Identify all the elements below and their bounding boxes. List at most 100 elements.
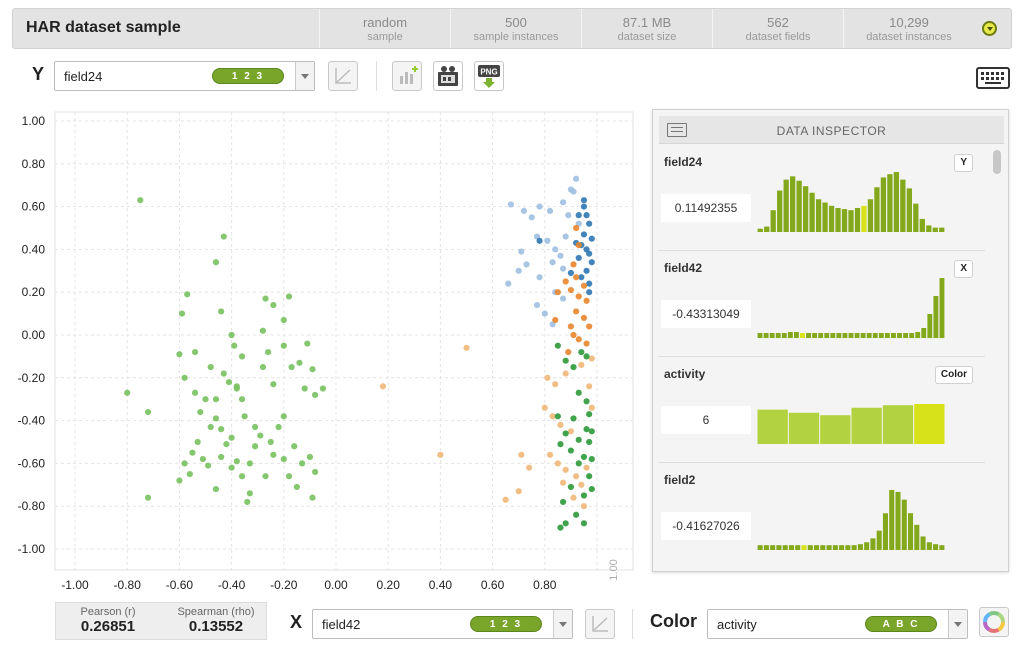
scatter-point[interactable]	[567, 428, 575, 435]
scatter-point[interactable]	[580, 197, 588, 204]
scatter-point[interactable]	[285, 473, 293, 480]
scatter-point[interactable]	[515, 267, 522, 274]
scatter-point[interactable]	[588, 235, 595, 242]
histogram-bar[interactable]	[824, 333, 830, 338]
scatter-point[interactable]	[580, 492, 588, 499]
histogram-bar[interactable]	[800, 333, 805, 338]
histogram-bar[interactable]	[866, 333, 872, 338]
histogram-bar[interactable]	[903, 333, 909, 338]
scatter-point[interactable]	[520, 207, 528, 214]
histogram-bar[interactable]	[841, 209, 848, 232]
png-export-icon[interactable]: PNG	[474, 61, 504, 91]
histogram-bar[interactable]	[814, 545, 820, 550]
scatter-point[interactable]	[205, 462, 212, 469]
histogram-bar[interactable]	[913, 203, 919, 232]
scatter-point[interactable]	[583, 246, 590, 253]
scatter-point[interactable]	[533, 301, 541, 309]
scatter-point[interactable]	[541, 404, 548, 411]
histogram-bar[interactable]	[815, 199, 822, 232]
histogram-bar[interactable]	[909, 333, 915, 338]
regression-line-icon[interactable]	[585, 609, 615, 639]
scatter-point[interactable]	[573, 511, 580, 518]
histogram-bar[interactable]	[880, 177, 887, 232]
histogram-bar[interactable]	[839, 545, 845, 550]
field-histogram[interactable]	[757, 485, 945, 550]
scatter-point[interactable]	[181, 374, 188, 381]
x-field-select[interactable]: field42 1 2 3	[312, 609, 573, 639]
chevron-down-icon[interactable]	[295, 62, 314, 90]
scatter-point[interactable]	[544, 374, 551, 381]
scatter-point[interactable]	[296, 359, 303, 366]
scatter-point[interactable]	[573, 473, 580, 480]
scatter-point[interactable]	[528, 214, 535, 221]
scatter-point[interactable]	[251, 443, 259, 450]
scatter-point[interactable]	[526, 464, 533, 471]
scatter-point[interactable]	[562, 370, 569, 377]
scatter-point[interactable]	[228, 464, 235, 471]
scatter-point[interactable]	[544, 237, 551, 244]
scatter-point[interactable]	[588, 404, 595, 411]
histogram-bar[interactable]	[919, 218, 925, 232]
scatter-point[interactable]	[567, 483, 575, 491]
scatter-point[interactable]	[583, 297, 590, 304]
scatter-point[interactable]	[270, 381, 277, 388]
scatter-point[interactable]	[502, 496, 509, 503]
scatter-point[interactable]	[557, 524, 564, 531]
scatter-point[interactable]	[228, 331, 235, 339]
scatter-point[interactable]	[588, 456, 595, 463]
scatter-point[interactable]	[233, 458, 240, 465]
scatter-point[interactable]	[570, 331, 577, 339]
histogram-bar[interactable]	[801, 545, 807, 550]
scatter-point[interactable]	[552, 246, 559, 253]
scatter-point[interactable]	[144, 408, 152, 416]
scatter-point[interactable]	[575, 389, 582, 396]
histogram-bar[interactable]	[822, 202, 828, 232]
histogram-bar[interactable]	[914, 524, 920, 550]
scatter-point[interactable]	[262, 295, 269, 302]
histogram-bar[interactable]	[818, 333, 824, 338]
histogram-bar[interactable]	[921, 328, 927, 338]
histogram-bar[interactable]	[882, 513, 888, 550]
scatter-point[interactable]	[575, 242, 582, 249]
histogram-bar[interactable]	[809, 192, 815, 232]
histogram-bar[interactable]	[926, 542, 932, 550]
scatter-point[interactable]	[244, 498, 251, 506]
histogram-bar[interactable]	[920, 536, 926, 550]
scatter-point[interactable]	[144, 494, 152, 501]
histogram-bar[interactable]	[836, 333, 842, 338]
scatter-point[interactable]	[586, 473, 593, 480]
histogram-bar[interactable]	[932, 227, 938, 232]
histogram-bar[interactable]	[848, 210, 854, 232]
scatter-point[interactable]	[549, 413, 556, 420]
scatter-point[interactable]	[223, 441, 230, 448]
scatter-point[interactable]	[570, 261, 577, 268]
scatter-point[interactable]	[220, 370, 227, 377]
scatter-point[interactable]	[181, 460, 188, 467]
scatter-point[interactable]	[306, 453, 313, 461]
scatter-point[interactable]	[567, 447, 575, 454]
field-histogram[interactable]	[757, 273, 945, 338]
scatter-point[interactable]	[557, 252, 564, 259]
histogram-bar[interactable]	[927, 314, 933, 338]
histogram-bar[interactable]	[787, 332, 793, 338]
scatter-point[interactable]	[586, 323, 593, 330]
scatter-point[interactable]	[554, 289, 561, 296]
scatter-point[interactable]	[212, 396, 220, 403]
scatter-point[interactable]	[280, 342, 287, 349]
scatter-point[interactable]	[580, 503, 588, 510]
inspector-field[interactable]: activity Color 6	[658, 357, 985, 463]
scatter-point[interactable]	[212, 415, 220, 422]
histogram-bar[interactable]	[781, 333, 787, 338]
histogram-bar[interactable]	[914, 404, 945, 444]
scatter-point[interactable]	[570, 415, 577, 422]
scatter-point[interactable]	[301, 385, 308, 392]
histogram-bar[interactable]	[882, 405, 914, 444]
histogram-bar[interactable]	[887, 174, 893, 232]
scatter-point[interactable]	[309, 366, 316, 373]
histogram-bar[interactable]	[876, 530, 882, 550]
histogram-bar[interactable]	[770, 210, 776, 232]
scatter-point[interactable]	[559, 295, 567, 302]
scatter-point[interactable]	[565, 349, 572, 356]
scatter-point[interactable]	[379, 383, 387, 390]
scatter-point[interactable]	[562, 466, 569, 473]
